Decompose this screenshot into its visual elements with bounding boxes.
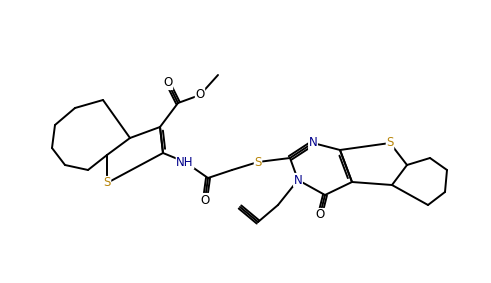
Text: N: N [309,136,317,149]
Text: S: S [254,155,262,168]
Text: NH: NH [176,155,194,168]
Text: S: S [103,177,110,190]
Text: O: O [315,209,325,222]
Text: O: O [164,76,173,89]
Text: S: S [386,136,394,149]
Text: O: O [200,194,210,207]
Text: O: O [195,89,205,102]
Text: N: N [294,173,302,186]
